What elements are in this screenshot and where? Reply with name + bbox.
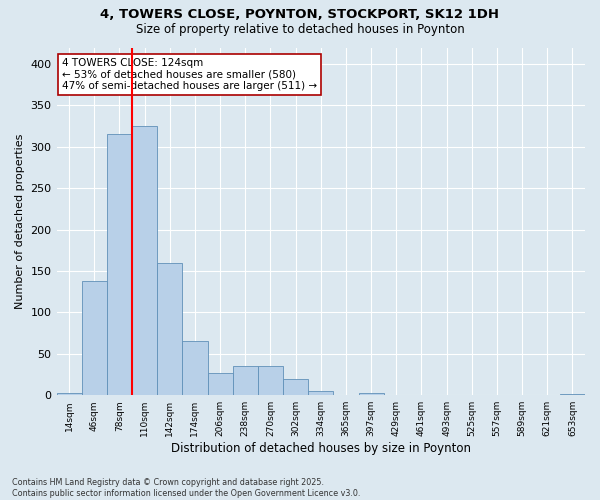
Text: Size of property relative to detached houses in Poynton: Size of property relative to detached ho… <box>136 22 464 36</box>
Text: Contains HM Land Registry data © Crown copyright and database right 2025.
Contai: Contains HM Land Registry data © Crown c… <box>12 478 361 498</box>
Bar <box>107 134 132 395</box>
Text: 4, TOWERS CLOSE, POYNTON, STOCKPORT, SK12 1DH: 4, TOWERS CLOSE, POYNTON, STOCKPORT, SK1… <box>101 8 499 20</box>
Bar <box>182 342 208 395</box>
Bar <box>208 373 233 395</box>
Bar <box>258 366 283 395</box>
Y-axis label: Number of detached properties: Number of detached properties <box>15 134 25 309</box>
Bar <box>233 366 258 395</box>
Bar <box>82 281 107 395</box>
Bar <box>308 391 334 395</box>
Bar <box>560 394 585 395</box>
Bar <box>157 262 182 395</box>
X-axis label: Distribution of detached houses by size in Poynton: Distribution of detached houses by size … <box>171 442 471 455</box>
Bar <box>359 392 383 395</box>
Bar <box>56 392 82 395</box>
Bar <box>283 378 308 395</box>
Bar <box>132 126 157 395</box>
Text: 4 TOWERS CLOSE: 124sqm
← 53% of detached houses are smaller (580)
47% of semi-de: 4 TOWERS CLOSE: 124sqm ← 53% of detached… <box>62 58 317 91</box>
